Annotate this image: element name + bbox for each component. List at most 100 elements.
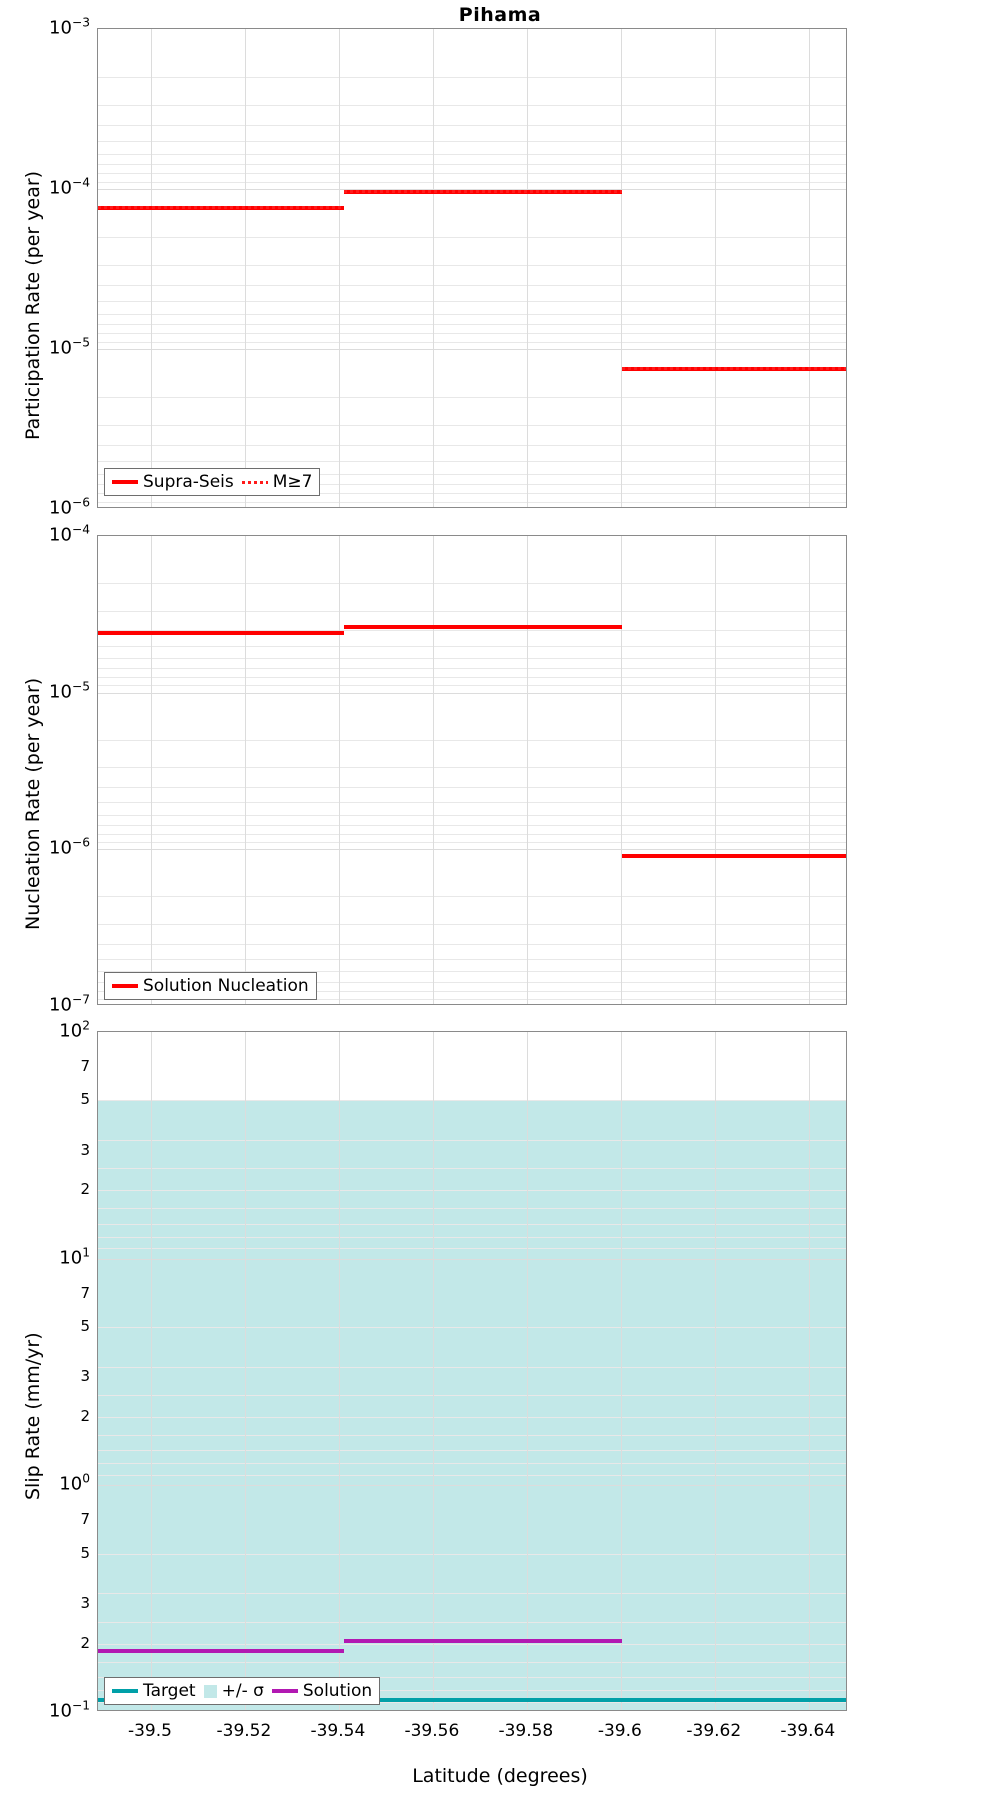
gridline-h [98, 173, 846, 174]
gridline-h [98, 1554, 846, 1555]
y-tick-major: 10−6 [49, 495, 90, 519]
gridline-h [98, 1622, 846, 1623]
series-target [98, 1698, 846, 1702]
y-tick-major: 10−4 [49, 522, 90, 546]
x-tick-label: -39.52 [216, 1721, 272, 1741]
gridline-h [98, 849, 846, 850]
series-solution-nucleation-seg1 [98, 631, 344, 635]
gridline-v [809, 29, 810, 507]
gridline-h [98, 1168, 846, 1169]
y-tick-minor: 2 [80, 1407, 90, 1426]
legend-label-supra-seis: Supra-Seis [143, 472, 234, 492]
gridline-h [98, 493, 846, 494]
gridline-h [98, 646, 846, 647]
panel-nucleation-rate [97, 535, 847, 1005]
gridline-v [621, 1032, 622, 1710]
series-solution-seg2 [344, 1639, 622, 1643]
gridline-v [527, 29, 528, 507]
series-solution-nucleation-seg2 [344, 625, 622, 629]
y-tick-minor: 3 [80, 1367, 90, 1386]
panel-participation-rate [97, 28, 847, 508]
gridline-h [98, 1367, 846, 1368]
gridline-h [98, 154, 846, 155]
series-solution-seg1 [98, 1649, 344, 1653]
y-tick-major: 101 [59, 1245, 90, 1269]
band-swatch-icon [203, 1684, 217, 1698]
panel-slip-rate [97, 1031, 847, 1711]
gridline-h [98, 1593, 846, 1594]
gridline-h [98, 1259, 846, 1260]
x-axis-label: Latitude (degrees) [412, 1765, 588, 1787]
legend-item-solution-nucleation: Solution Nucleation [112, 976, 309, 996]
gridline-h [98, 77, 846, 78]
gridline-h [98, 1208, 846, 1209]
gridline-h [98, 787, 846, 788]
gridline-h [98, 333, 846, 334]
panel2-y-axis-label: Nucleation Rate (per year) [22, 677, 44, 930]
gridline-h [98, 1690, 846, 1691]
gridline-v [339, 536, 340, 1004]
gridline-h [98, 141, 846, 142]
gridline-h [98, 1237, 846, 1238]
legend-item-sigma: +/- σ [203, 1681, 264, 1701]
gridline-h [98, 944, 846, 945]
y-tick-minor: 3 [80, 1140, 90, 1159]
gridline-h [98, 815, 846, 816]
gridline-h [98, 740, 846, 741]
gridline-h [98, 502, 846, 503]
gridline-h [98, 1417, 846, 1418]
gridline-h [98, 1190, 846, 1191]
y-tick-major: 10−4 [49, 175, 90, 199]
x-tick-label: -39.62 [686, 1721, 742, 1741]
gridline-h [98, 1702, 846, 1703]
gridline-v [621, 536, 622, 1004]
gridline-h [98, 1327, 846, 1328]
gridline-v [151, 536, 152, 1004]
series-m7-seg2 [344, 190, 622, 193]
gridline-h [98, 314, 846, 315]
gridline-h [98, 842, 846, 843]
gridline-h [98, 1100, 846, 1101]
y-tick-minor: 5 [80, 1316, 90, 1335]
gridline-h [98, 1644, 846, 1645]
gridline-h [98, 693, 846, 694]
legend-label-solution: Solution [302, 1681, 373, 1701]
gridline-h [98, 342, 846, 343]
gridline-h [98, 1435, 846, 1436]
gridline-h [98, 1395, 846, 1396]
gridline-h [98, 685, 846, 686]
gridline-h [98, 1485, 846, 1486]
gridline-h [98, 125, 846, 126]
gridline-h [98, 658, 846, 659]
gridline-v [809, 1032, 810, 1710]
x-tick-label: -39.54 [310, 1721, 366, 1741]
gridline-h [98, 825, 846, 826]
sigma-band [98, 1100, 846, 1710]
gridline-h [98, 896, 846, 897]
gridline-v [621, 29, 622, 507]
gridline-h [98, 237, 846, 238]
legend-label-solution-nucleation: Solution Nucleation [143, 976, 309, 996]
x-tick-label: -39.6 [597, 1721, 642, 1741]
y-tick-minor: 7 [80, 1057, 90, 1076]
gridline-v [527, 1032, 528, 1710]
line-swatch-icon [271, 1689, 298, 1693]
series-solution-nucleation-seg3 [622, 854, 846, 858]
legend-item-target: Target [112, 1681, 196, 1701]
gridline-h [98, 189, 846, 190]
gridline-h [98, 630, 846, 631]
legend-item-supra-seis: Supra-Seis [112, 472, 234, 492]
gridline-h [98, 1140, 846, 1141]
panel3-legend: Target +/- σ Solution [104, 1677, 381, 1705]
gridline-h [98, 924, 846, 925]
gridline-v [151, 1032, 152, 1710]
y-tick-minor: 7 [80, 1283, 90, 1302]
gridline-h [98, 349, 846, 350]
legend-label-sigma: +/- σ [221, 1681, 264, 1701]
gridline-v [809, 536, 810, 1004]
panel3-gridlines [98, 1032, 846, 1710]
panel2-gridlines [98, 536, 846, 1004]
gridline-v [339, 29, 340, 507]
legend-item-m7: M≥7 [241, 472, 312, 492]
gridline-h [98, 474, 846, 475]
